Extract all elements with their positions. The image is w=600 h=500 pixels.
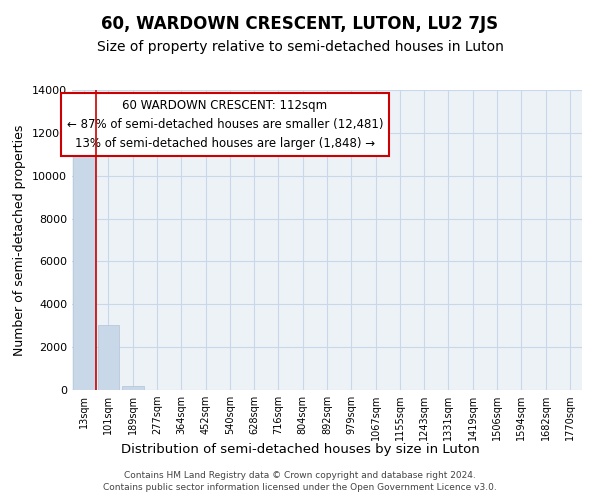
Text: 60, WARDOWN CRESCENT, LUTON, LU2 7JS: 60, WARDOWN CRESCENT, LUTON, LU2 7JS xyxy=(101,15,499,33)
Text: Distribution of semi-detached houses by size in Luton: Distribution of semi-detached houses by … xyxy=(121,442,479,456)
Bar xyxy=(73,144,95,390)
Text: Contains public sector information licensed under the Open Government Licence v3: Contains public sector information licen… xyxy=(103,484,497,492)
Bar xyxy=(122,386,143,390)
Text: 60 WARDOWN CRESCENT: 112sqm
← 87% of semi-detached houses are smaller (12,481)
1: 60 WARDOWN CRESCENT: 112sqm ← 87% of sem… xyxy=(67,99,383,150)
Bar xyxy=(97,324,119,390)
Text: Contains HM Land Registry data © Crown copyright and database right 2024.: Contains HM Land Registry data © Crown c… xyxy=(124,471,476,480)
Y-axis label: Number of semi-detached properties: Number of semi-detached properties xyxy=(13,124,26,356)
Text: Size of property relative to semi-detached houses in Luton: Size of property relative to semi-detach… xyxy=(97,40,503,54)
